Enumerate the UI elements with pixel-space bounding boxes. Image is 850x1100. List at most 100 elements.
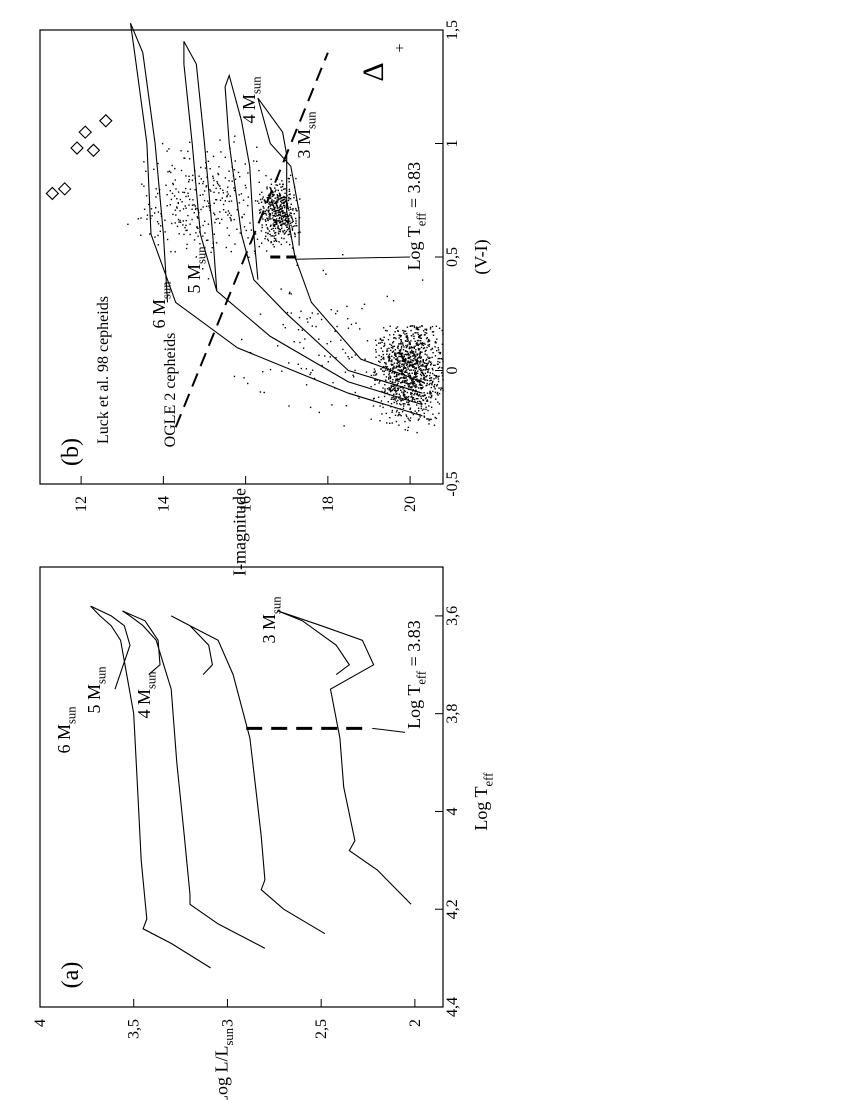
panel-b-star-point bbox=[430, 396, 433, 398]
panel-b-star-point bbox=[416, 375, 418, 378]
panel-b-star-point bbox=[407, 426, 409, 429]
panel-b-star-point bbox=[418, 361, 421, 363]
panel-b-star-point bbox=[268, 216, 270, 218]
panel-b-star-point bbox=[400, 356, 402, 358]
panel-b-star-point bbox=[359, 328, 361, 330]
panel-b-star-point bbox=[187, 195, 189, 197]
panel-b-star-point bbox=[391, 364, 393, 366]
panel-b-star-point bbox=[432, 331, 435, 333]
panel-b-star-point bbox=[202, 193, 204, 196]
panel-b-star-point bbox=[440, 389, 442, 391]
panel-b-star-point bbox=[202, 224, 204, 227]
panel-b-star-point bbox=[200, 208, 202, 211]
panel-b-star-point bbox=[269, 207, 272, 210]
panel-b-star-point bbox=[395, 391, 397, 393]
panel-b-star-point bbox=[386, 353, 388, 355]
panel-b-star-point bbox=[382, 356, 385, 359]
panel-b-star-point bbox=[187, 192, 189, 194]
panel-b-star-point bbox=[438, 392, 441, 395]
panel-b-track-line bbox=[224, 73, 423, 394]
panel-b-star-point bbox=[168, 170, 171, 172]
panel-b-star-point bbox=[205, 205, 208, 208]
panel-b-star-point bbox=[405, 358, 407, 360]
panel-b-star-point bbox=[417, 357, 419, 359]
panel-b-star-point bbox=[383, 358, 385, 360]
panel-b-star-point bbox=[228, 180, 230, 182]
panel-b-x-axis-title: (V-I) bbox=[471, 239, 492, 274]
panel-b-star-point bbox=[441, 372, 443, 374]
panel-b-star-point bbox=[215, 199, 218, 201]
panel-b-star-point bbox=[191, 179, 194, 181]
panel-b-star-point bbox=[386, 388, 389, 390]
panel-a-y-tick-label: 4 bbox=[32, 1019, 49, 1027]
panel-b-star-point bbox=[398, 343, 400, 345]
panel-b-star-point bbox=[420, 368, 422, 370]
panel-b-star-point bbox=[397, 414, 399, 417]
panel-b-star-point bbox=[420, 340, 422, 342]
panel-b-star-point bbox=[394, 337, 396, 339]
panel-b-track-line bbox=[183, 41, 423, 406]
panel-b-star-point bbox=[382, 350, 384, 353]
panel-b-star-point bbox=[434, 364, 436, 366]
panel-b-star-point bbox=[161, 142, 164, 145]
panel-b-star-point bbox=[393, 389, 396, 392]
panel-b-star-point bbox=[436, 338, 438, 340]
panel-b-x-tick-label: 0 bbox=[444, 367, 461, 375]
panel-b-tracks bbox=[129, 22, 423, 417]
panel-b-star-point bbox=[410, 359, 412, 361]
panel-b-star-point bbox=[185, 229, 187, 232]
panel-b-star-point bbox=[437, 363, 439, 365]
panel-b-star-point bbox=[423, 408, 425, 410]
panel-b-star-point bbox=[421, 387, 423, 389]
panel-a-panel-label: (a) bbox=[58, 962, 84, 989]
panel-b-star-point bbox=[288, 228, 290, 230]
panel-b-star-point bbox=[423, 362, 425, 364]
panel-b-star-point bbox=[269, 214, 271, 216]
panel-b-star-point bbox=[399, 351, 401, 353]
panel-b-star-point bbox=[400, 381, 402, 384]
panel-b-star-point bbox=[172, 183, 174, 186]
panel-b-star-point bbox=[188, 179, 190, 181]
panel-b-star-point bbox=[270, 224, 272, 226]
panel-b-star-point bbox=[217, 217, 219, 220]
panel-b-star-point bbox=[188, 204, 190, 206]
panel-b-star-point bbox=[386, 392, 389, 394]
panel-b-star-point bbox=[221, 197, 223, 199]
panel-b-star-point bbox=[277, 345, 279, 347]
panel-b-star-point bbox=[421, 381, 424, 383]
panel-b-star-point bbox=[273, 235, 275, 237]
panel-b-star-point bbox=[392, 345, 394, 348]
panel-b-star-point bbox=[395, 378, 397, 380]
panel-b-star-point bbox=[418, 365, 421, 368]
panel-b-star-point bbox=[291, 219, 294, 221]
panel-b-star-point bbox=[265, 224, 267, 226]
panel-b-star-point bbox=[383, 373, 385, 376]
panel-b-star-point bbox=[364, 358, 366, 360]
panel-b-star-point bbox=[390, 398, 392, 400]
panel-b-star-point bbox=[438, 351, 440, 354]
panel-b-star-point bbox=[278, 233, 280, 235]
panel-b-star-point bbox=[381, 390, 383, 393]
panel-b-star-point bbox=[278, 230, 280, 232]
panel-b-star-point bbox=[428, 423, 430, 425]
panel-b-star-point bbox=[415, 360, 418, 363]
panel-b-star-point bbox=[435, 417, 438, 420]
panel-b-star-point bbox=[227, 214, 229, 216]
panel-b-star-point bbox=[273, 194, 275, 196]
panel-b-star-point bbox=[274, 213, 276, 215]
panel-b-star-point bbox=[192, 174, 194, 177]
panel-b-star-point bbox=[284, 196, 287, 199]
panel-b-star-point bbox=[277, 197, 280, 199]
panel-b-star-point bbox=[396, 387, 399, 389]
panel-b-star-point bbox=[402, 370, 404, 372]
panel-b-star-point bbox=[425, 366, 427, 368]
panel-b-star-point bbox=[288, 193, 290, 196]
panel-b-star-point bbox=[347, 318, 349, 320]
panel-b-star-point bbox=[417, 333, 420, 336]
panel-b-star-point bbox=[402, 407, 405, 410]
panel-b-star-point bbox=[392, 347, 394, 349]
panel-b-star-point bbox=[400, 415, 402, 417]
panel-b-star-point bbox=[273, 215, 275, 217]
panel-b-star-point bbox=[404, 429, 406, 431]
panel-b-star-point bbox=[435, 375, 438, 378]
